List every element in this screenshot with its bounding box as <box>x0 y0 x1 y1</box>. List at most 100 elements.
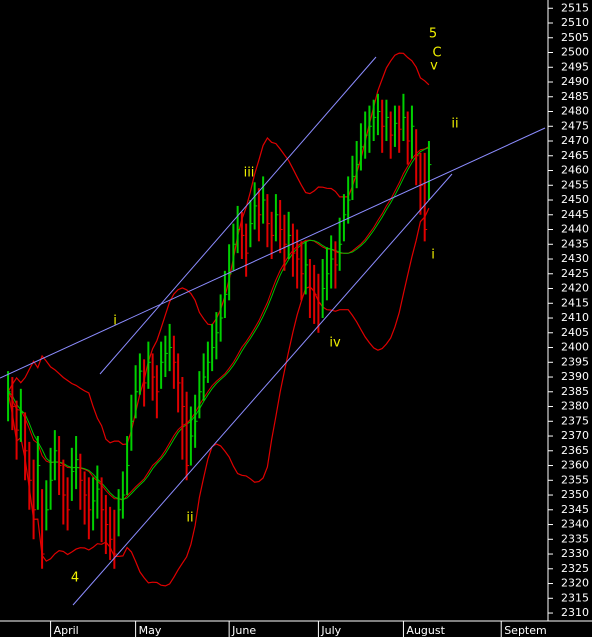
price-bar <box>287 211 292 260</box>
price-bar <box>279 200 283 254</box>
price-bar <box>376 93 381 136</box>
annotation: i <box>431 248 435 263</box>
price-bar <box>381 99 385 153</box>
price-bar <box>410 105 415 159</box>
price-bar <box>219 294 224 342</box>
price-bar <box>342 194 347 242</box>
y-tick-label: 2495 <box>561 60 589 73</box>
x-tick-label: August <box>406 624 445 637</box>
annotation: ii <box>186 511 193 526</box>
y-tick-label: 2430 <box>561 252 589 265</box>
price-bar <box>249 200 253 248</box>
price-bar <box>372 99 377 142</box>
price-bar <box>58 436 62 496</box>
price-bar <box>223 270 228 319</box>
y-tick-label: 2490 <box>561 75 589 88</box>
price-bar <box>351 155 355 201</box>
price-bar <box>100 477 105 543</box>
price-bar <box>359 123 364 171</box>
annotation: 4 <box>71 571 79 586</box>
y-tick-label: 2415 <box>561 296 589 309</box>
price-bar <box>96 465 100 519</box>
price-bar <box>134 365 139 419</box>
price-bar <box>232 223 236 271</box>
y-tick-label: 2460 <box>561 164 589 177</box>
price-bar <box>143 359 147 407</box>
y-tick-label: 2370 <box>561 429 589 442</box>
price-bar <box>70 447 75 501</box>
price-bar <box>160 341 164 389</box>
price-bar <box>15 400 20 460</box>
price-bar <box>147 341 151 389</box>
price-bar <box>164 335 168 378</box>
trend-lines <box>0 56 546 606</box>
price-bar <box>330 235 334 289</box>
price-bar <box>28 441 32 510</box>
price-bar <box>79 453 83 510</box>
price-bar <box>45 480 49 531</box>
trend-line <box>99 56 377 375</box>
price-bar <box>266 194 270 248</box>
y-tick-label: 2445 <box>561 208 589 221</box>
price-bar <box>194 394 198 448</box>
price-bar <box>11 377 15 431</box>
y-tick-label: 2395 <box>561 355 589 368</box>
y-tick-label: 2465 <box>561 149 589 162</box>
y-tick-label: 2385 <box>561 385 589 398</box>
price-bar <box>325 247 330 301</box>
x-tick-label: July <box>320 624 341 637</box>
y-tick-label: 2510 <box>561 16 589 29</box>
annotation: iv <box>329 336 341 351</box>
price-bar <box>291 223 296 277</box>
trend-line <box>0 127 546 379</box>
y-tick-label: 2470 <box>561 134 589 147</box>
price-bar <box>41 489 45 569</box>
moving-average <box>7 147 430 501</box>
y-tick-label: 2360 <box>561 459 589 472</box>
annotation: iii <box>244 166 255 181</box>
price-bar <box>338 217 343 271</box>
price-bar <box>215 312 219 360</box>
price-bar <box>296 229 300 289</box>
price-bar <box>308 259 313 319</box>
annotation: ii <box>451 117 458 132</box>
price-bar <box>113 509 117 569</box>
price-bar <box>389 111 394 159</box>
y-tick-label: 2365 <box>561 444 589 457</box>
price-bar <box>75 436 79 490</box>
bollinger-lower <box>7 207 430 587</box>
y-tick-label: 2475 <box>561 119 589 132</box>
price-bar <box>189 406 194 466</box>
price-bar <box>347 176 351 224</box>
bollinger-upper <box>7 52 430 446</box>
price-bar <box>53 430 58 481</box>
price-bar <box>368 105 372 153</box>
y-tick-label: 2410 <box>561 311 589 324</box>
annotation: v <box>430 59 438 74</box>
annotation: 5 <box>429 27 437 42</box>
price-bar <box>304 241 309 295</box>
price-bar <box>313 264 317 324</box>
annotation: C <box>432 46 441 61</box>
price-bar <box>236 205 241 254</box>
price-bar <box>36 436 41 510</box>
price-bar <box>202 353 207 401</box>
price-bar <box>364 111 368 159</box>
price-bar <box>117 489 122 537</box>
price-bar <box>385 99 389 142</box>
price-bar <box>138 353 143 395</box>
y-tick-label: 2380 <box>561 400 589 413</box>
y-tick-label: 2425 <box>561 267 589 280</box>
y-tick-label: 2420 <box>561 282 589 295</box>
y-tick-label: 2480 <box>561 105 589 118</box>
y-tick-label: 2375 <box>561 414 589 427</box>
x-tick-label: Septem <box>504 624 547 637</box>
price-bar <box>283 214 287 271</box>
y-tick-label: 2310 <box>561 606 589 619</box>
annotation: i <box>113 314 117 329</box>
price-bar <box>109 506 113 560</box>
y-tick-label: 2515 <box>561 1 589 14</box>
price-bar <box>168 323 173 372</box>
x-tick-label: June <box>231 624 256 637</box>
y-tick-label: 2355 <box>561 473 589 486</box>
